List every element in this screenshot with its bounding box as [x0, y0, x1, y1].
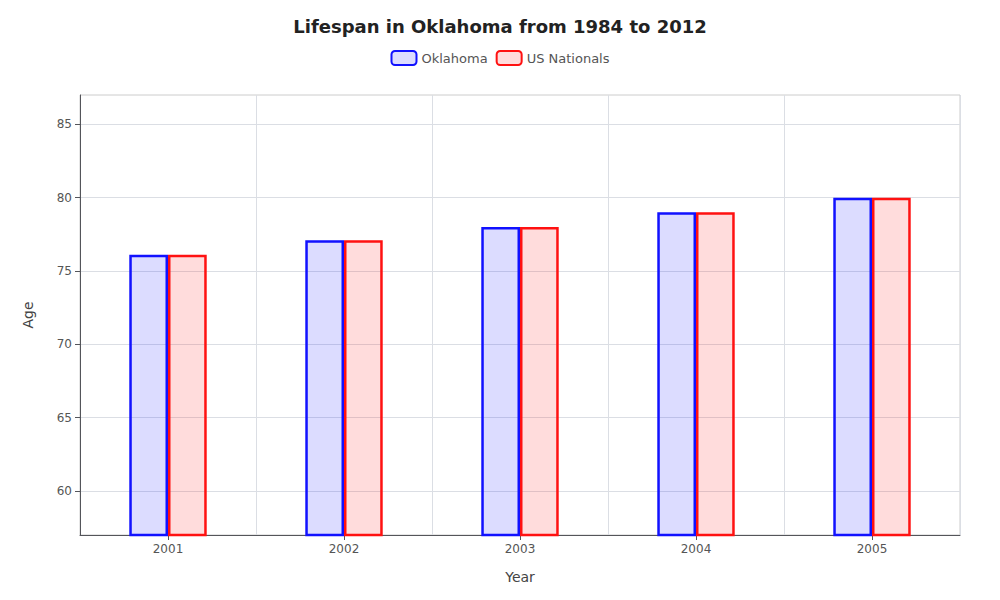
svg-text:Age: Age [20, 301, 36, 328]
svg-text:Year: Year [504, 569, 535, 585]
svg-text:65: 65 [57, 411, 72, 425]
svg-text:2003: 2003 [505, 542, 536, 556]
svg-text:75: 75 [57, 264, 72, 278]
svg-text:80: 80 [57, 191, 72, 205]
svg-text:2001: 2001 [153, 542, 184, 556]
svg-text:85: 85 [57, 117, 72, 131]
svg-text:60: 60 [57, 484, 72, 498]
svg-text:70: 70 [57, 337, 72, 351]
svg-text:Lifespan in Oklahoma from 1984: Lifespan in Oklahoma from 1984 to 2012 [293, 16, 707, 37]
svg-text:US Nationals: US Nationals [527, 51, 610, 66]
svg-text:Oklahoma: Oklahoma [421, 51, 487, 66]
svg-text:2005: 2005 [857, 542, 888, 556]
svg-text:2004: 2004 [681, 542, 712, 556]
svg-text:2002: 2002 [329, 542, 360, 556]
